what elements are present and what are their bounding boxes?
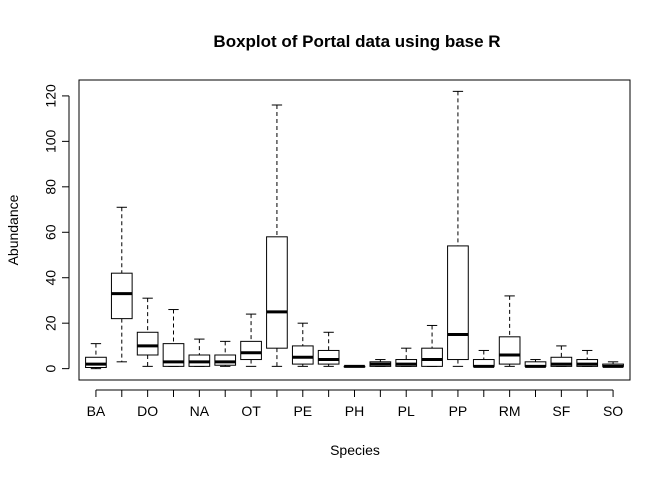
box-unlabeled-3 [162, 309, 185, 367]
box-iqr [240, 340, 262, 361]
box-unlabeled-1 [110, 206, 133, 363]
box-iqr [291, 345, 314, 365]
y-axis: 0 20 40 60 80 100 120 [43, 84, 70, 373]
box-series [85, 90, 624, 370]
box-iqr [498, 336, 521, 365]
box-pp [447, 90, 469, 367]
box-unlabeled-9 [317, 331, 340, 367]
box-unlabeled-13 [421, 324, 443, 367]
y-tick-label: 60 [43, 224, 59, 240]
x-tick-label: BA [87, 403, 106, 419]
box-ba [85, 343, 107, 370]
y-tick-label: 120 [43, 84, 59, 108]
box-ph [343, 364, 366, 368]
box-unlabeled-5 [214, 340, 237, 367]
box-iqr [421, 347, 443, 367]
box-do [136, 297, 159, 367]
box-ot [240, 313, 262, 367]
chart-title: Boxplot of Portal data using base R [213, 32, 500, 51]
box-pe [291, 322, 314, 367]
box-iqr [317, 349, 340, 365]
box-unlabeled-11 [369, 359, 392, 367]
y-tick-label: 20 [43, 315, 59, 331]
box-unlabeled-15 [472, 349, 495, 368]
x-tick-label: PE [293, 403, 312, 419]
box-iqr [447, 245, 469, 361]
x-axis: BA DO NA OT PE PH PL PP RM SF SO [87, 389, 623, 419]
x-tick-label: DO [137, 403, 158, 419]
plot-frame [78, 79, 631, 381]
box-iqr [266, 236, 288, 349]
box-unlabeled-7 [266, 104, 288, 367]
x-tick-label: SO [603, 403, 623, 419]
box-unlabeled-17 [524, 359, 547, 368]
x-tick-label: OT [241, 403, 261, 419]
box-iqr [550, 356, 573, 367]
box-iqr [85, 356, 107, 369]
box-iqr [136, 331, 159, 356]
x-tick-label: PL [398, 403, 415, 419]
box-iqr [214, 354, 237, 366]
box-unlabeled-19 [576, 349, 599, 367]
y-tick-label: 100 [43, 129, 59, 153]
x-tick-label: NA [190, 403, 210, 419]
x-tick-label: SF [552, 403, 570, 419]
x-tick-label: PP [449, 403, 468, 419]
box-sf [550, 345, 573, 367]
y-tick-label: 80 [43, 179, 59, 195]
x-tick-label: PH [345, 403, 364, 419]
box-so [602, 361, 624, 368]
x-axis-label: Species [330, 442, 380, 458]
box-rm [498, 295, 521, 367]
y-tick-label: 0 [43, 365, 59, 373]
x-tick-label: RM [499, 403, 521, 419]
box-na [188, 338, 211, 367]
y-axis-label: Abundance [5, 194, 21, 265]
y-tick-label: 40 [43, 270, 59, 286]
box-pl [395, 347, 418, 367]
box-iqr [110, 272, 133, 320]
